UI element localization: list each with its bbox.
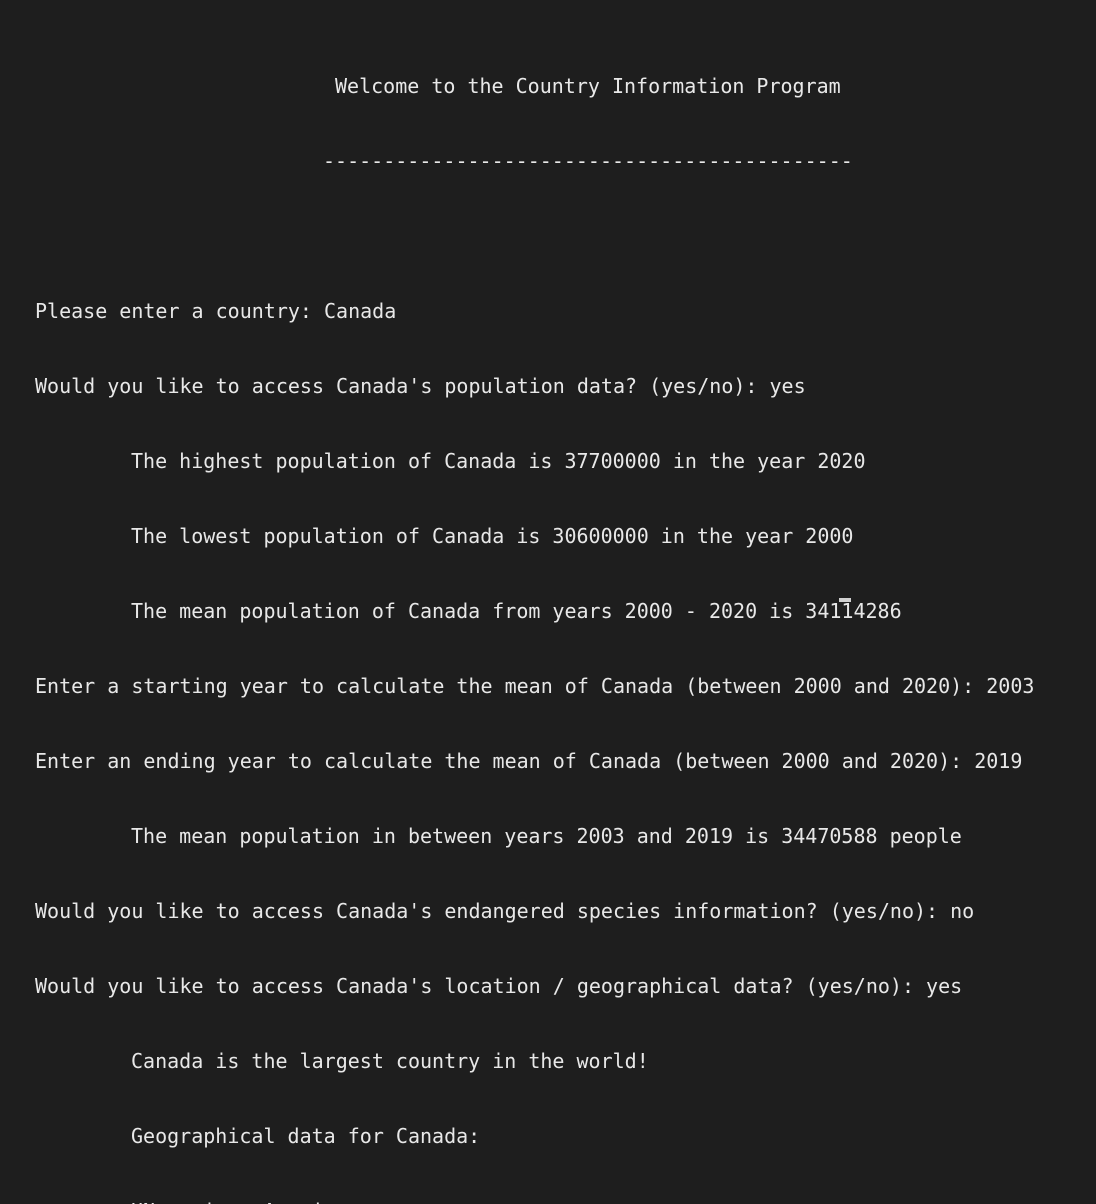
- prompt-line: Would you like to access Canada's endang…: [35, 899, 975, 923]
- output-line: The lowest population of Canada is 30600…: [131, 524, 854, 548]
- output-line: UN region: Americas: [35, 1199, 1034, 1204]
- cursor: [839, 598, 851, 602]
- output-line: The mean population in between years 200…: [131, 824, 962, 848]
- terminal-page: Welcome to the Country Information Progr…: [35, 74, 1035, 1204]
- output-line: The mean population of Canada from years…: [131, 599, 902, 623]
- prompt-line: Would you like to access Canada's popula…: [35, 374, 806, 398]
- prompt-line: Enter a starting year to calculate the m…: [35, 674, 1035, 698]
- prompt-line: Would you like to access Canada's locati…: [35, 974, 963, 998]
- prompt-line: Please enter a country: Canada: [35, 299, 397, 323]
- terminal: Welcome to the Country Information Progr…: [35, 24, 1034, 1204]
- output-line: Geographical data for Canada:: [131, 1124, 481, 1148]
- blank-line: [35, 224, 1034, 249]
- output-line: Canada is the largest country in the wor…: [131, 1049, 649, 1073]
- title: Welcome to the Country Information Progr…: [335, 74, 841, 98]
- output-line: The highest population of Canada is 3770…: [131, 449, 866, 473]
- title-rule: ----------------------------------------…: [323, 149, 853, 173]
- prompt-line: Enter an ending year to calculate the me…: [35, 749, 1023, 773]
